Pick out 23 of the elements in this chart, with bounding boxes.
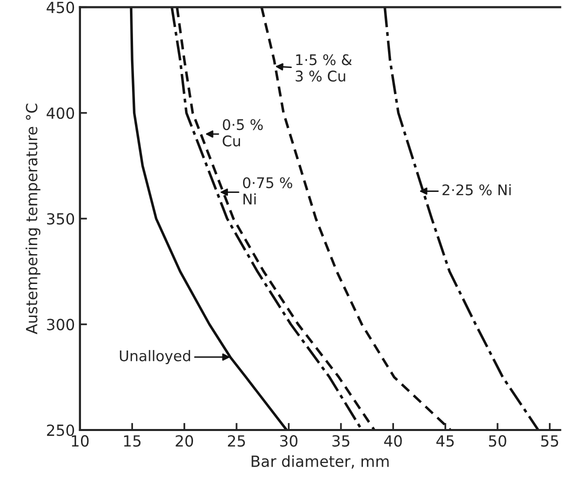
x-axis-title: Bar diameter, mm — [252, 455, 389, 469]
x-tick-label: 20 — [176, 435, 194, 447]
y-axis-title: Austempering temperature °C — [26, 104, 40, 334]
x-tick-label: 55 — [541, 435, 558, 447]
x-tick-label: 35 — [332, 435, 350, 447]
x-tick-label: 40 — [384, 435, 402, 447]
y-tick-label: 300 — [47, 318, 74, 330]
y-tick-label: 250 — [47, 424, 74, 436]
y-tick-label: 350 — [47, 213, 74, 225]
x-tick-label: 25 — [228, 435, 245, 447]
x-tick-label: 10 — [72, 435, 89, 447]
x-tick-label: 15 — [124, 435, 141, 447]
annotation: Unalloyed — [120, 350, 190, 364]
x-tick-label: 30 — [280, 435, 298, 447]
y-tick-label: 450 — [46, 2, 74, 14]
line-series — [384, 7, 540, 430]
x-tick-label: 45 — [436, 435, 454, 447]
annotation: 0·5 % Cu — [222, 119, 263, 146]
x-tick-label: 50 — [489, 435, 506, 447]
annotation: 0·75 % Ni — [243, 177, 292, 204]
y-tick-label: 400 — [46, 107, 74, 119]
annotation: 2·25 % Ni — [442, 184, 511, 196]
annotation: 1·5 % & 3 % Cu — [296, 54, 352, 82]
